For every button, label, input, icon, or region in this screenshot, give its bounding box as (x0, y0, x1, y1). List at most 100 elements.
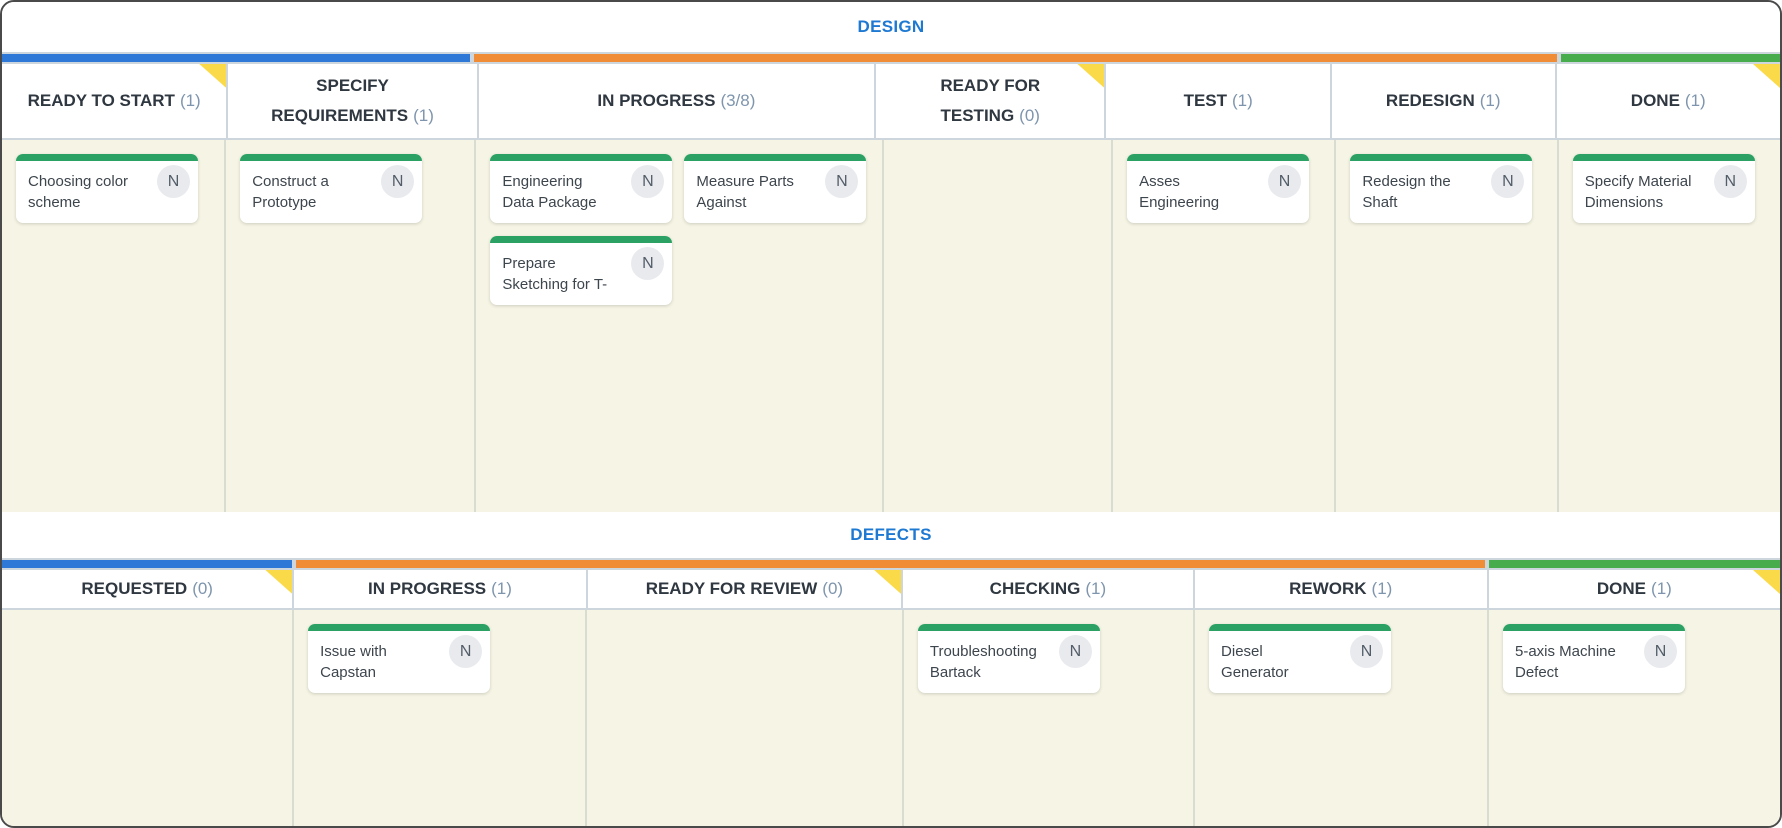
card[interactable]: Issue with Capstan N (308, 624, 491, 693)
column-count: (1) (1085, 579, 1107, 599)
column-header-in-progress[interactable]: IN PROGRESS (3/8) (479, 64, 876, 138)
card-title: Redesign the Shaft (1362, 173, 1451, 211)
stage-bar-orange-segment (473, 54, 1558, 62)
column-header-specify-requirements[interactable]: SPECIFY REQUIREMENTS (1) (228, 64, 479, 138)
lane-body-defects: Issue with Capstan N Troubleshooting Bar… (2, 610, 1780, 826)
column-label: READY FOR REVIEW (645, 579, 818, 599)
column-count: (1) (1232, 91, 1253, 111)
card-color-strip (240, 154, 423, 161)
column-label: REDESIGN (1385, 91, 1475, 111)
card-color-strip (1209, 624, 1392, 631)
card[interactable]: Measure Parts Against N (684, 154, 867, 223)
lane-title-defects[interactable]: DEFECTS (2, 512, 1780, 558)
column-in-progress: Engineering Data Package N Measure Parts… (476, 140, 885, 512)
column-count: (0) (1019, 106, 1040, 125)
column-label: TEST (1183, 91, 1228, 111)
column-done-defects: 5-axis Machine Defect N (1489, 610, 1780, 826)
column-label: SPECIFY REQUIREMENTS (271, 76, 409, 125)
policy-flag-icon (199, 64, 227, 88)
card-title: Issue with Capstan (320, 643, 387, 681)
card[interactable]: Redesign the Shaft N (1350, 154, 1533, 223)
card-title: Asses Engineering (1139, 173, 1220, 211)
card-title: 5-axis Machine Defect (1514, 643, 1616, 681)
assignee-badge: N (1713, 165, 1747, 198)
card[interactable]: Prepare Sketching for T- N (490, 236, 673, 305)
card-title: Measure Parts Against (696, 173, 794, 211)
stage-color-bar-design (2, 52, 1780, 64)
card-color-strip (308, 624, 491, 631)
card[interactable]: Engineering Data Package N (490, 154, 673, 223)
card-title: Construct a Prototype (252, 173, 329, 211)
column-count: (1) (413, 106, 434, 125)
column-ready-to-start: Choosing color scheme N (2, 140, 227, 512)
column-header-done[interactable]: DONE (1) (1557, 64, 1780, 138)
column-count: (1) (1684, 91, 1706, 111)
card-color-strip (1572, 154, 1755, 161)
assignee-badge: N (631, 247, 665, 280)
card-title: Diesel Generator (1221, 643, 1289, 681)
column-requested (2, 610, 295, 826)
column-done: Specify Material Dimensions N (1559, 140, 1780, 512)
column-header-done-defects[interactable]: DONE (1) (1489, 570, 1780, 608)
lane-defects: DEFECTS REQUESTED (0) IN PROGRESS (1) READ… (2, 512, 1780, 826)
lane-design: DESIGN READY TO START (1) SPECIFY REQUIRE… (2, 2, 1780, 512)
column-header-checking[interactable]: CHECKING (1) (903, 570, 1195, 608)
column-header-ready-for-testing[interactable]: READY FOR TESTING (0) (876, 64, 1107, 138)
column-ready-for-testing (884, 140, 1114, 512)
column-label: READY TO START (27, 91, 175, 111)
column-label: READY FOR TESTING (940, 76, 1041, 125)
column-header-rework[interactable]: REWORK (1) (1195, 570, 1489, 608)
card[interactable]: Troubleshooting Bartack N (917, 624, 1100, 693)
policy-flag-icon (1752, 64, 1780, 88)
lane-body-design: Choosing color scheme N Construct a Prot… (2, 140, 1780, 512)
column-rework: Diesel Generator N (1195, 610, 1489, 826)
assignee-badge: N (1268, 165, 1302, 198)
column-header-test[interactable]: TEST (1) (1106, 64, 1332, 138)
column-label: IN PROGRESS (597, 91, 716, 111)
column-header-in-progress-defects[interactable]: IN PROGRESS (1) (294, 570, 588, 608)
policy-flag-icon (1752, 570, 1780, 594)
stage-bar-orange-segment (296, 560, 1485, 568)
column-specify-requirements: Construct a Prototype N (226, 140, 477, 512)
lane-title-design[interactable]: DESIGN (2, 2, 1780, 52)
card[interactable]: 5-axis Machine Defect N (1502, 624, 1685, 693)
card[interactable]: Construct a Prototype N (240, 154, 423, 223)
column-label: REQUESTED (81, 579, 188, 599)
stage-bar-blue-segment (2, 560, 293, 568)
column-count: (1) (1371, 579, 1393, 599)
column-header-ready-to-start[interactable]: READY TO START (1) (2, 64, 229, 138)
column-count: (0) (192, 579, 213, 599)
column-header-ready-for-review[interactable]: READY FOR REVIEW (0) (588, 570, 904, 608)
card[interactable]: Asses Engineering N (1127, 154, 1310, 223)
column-header-redesign[interactable]: REDESIGN (1) (1332, 64, 1557, 138)
column-label: DONE (1596, 579, 1647, 599)
column-label: IN PROGRESS (368, 579, 487, 599)
column-header-requested[interactable]: REQUESTED (0) (2, 570, 295, 608)
assignee-badge: N (631, 165, 665, 198)
card-title: Troubleshooting Bartack (929, 643, 1037, 681)
assignee-badge: N (449, 635, 483, 668)
assignee-badge: N (1350, 635, 1384, 668)
column-count: (3/8) (720, 91, 756, 111)
card-color-strip (1350, 154, 1533, 161)
column-in-progress-defects: Issue with Capstan N (294, 610, 588, 826)
card-title: Prepare Sketching for T- (502, 255, 608, 293)
card-color-strip (490, 236, 673, 243)
column-count: (1) (1651, 579, 1672, 599)
card[interactable]: Diesel Generator N (1209, 624, 1392, 693)
card-title: Specify Material Dimensions (1584, 173, 1692, 211)
assignee-badge: N (1058, 635, 1092, 668)
column-count: (1) (491, 579, 512, 599)
card-title: Engineering Data Package (502, 173, 597, 211)
card[interactable]: Specify Material Dimensions N (1572, 154, 1755, 223)
card[interactable]: Choosing color scheme N (16, 154, 198, 223)
stage-bar-blue-segment (2, 54, 470, 62)
column-label: DONE (1630, 91, 1680, 111)
column-ready-for-review (587, 610, 904, 826)
column-header-row-design: READY TO START (1) SPECIFY REQUIREMENTS (1… (2, 64, 1780, 140)
card-color-strip (1502, 624, 1685, 631)
column-count: (1) (179, 91, 201, 111)
card-color-strip (490, 154, 673, 161)
column-label: CHECKING (989, 579, 1081, 599)
